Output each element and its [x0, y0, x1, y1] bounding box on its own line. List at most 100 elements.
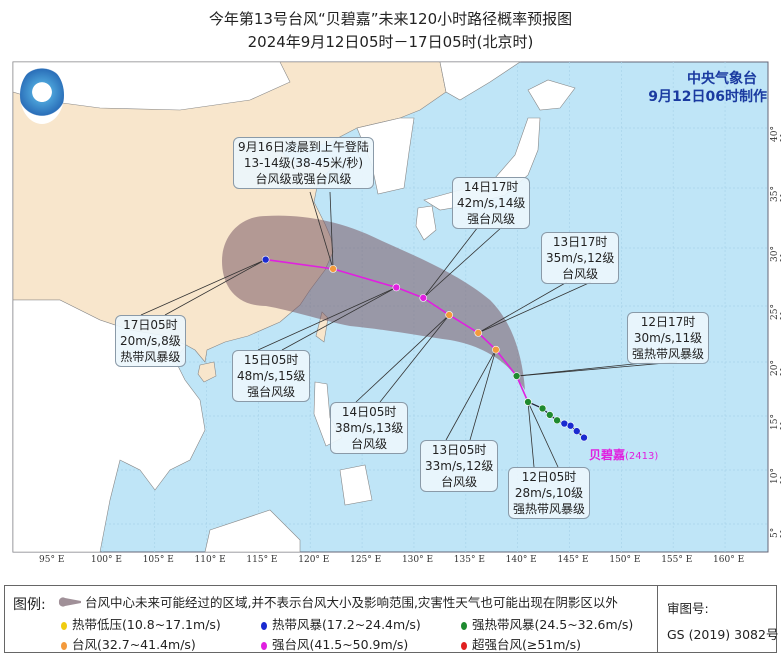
legend-item: 热带风暴(17.2~24.4m/s) [261, 614, 421, 633]
lon-tick-label: 110° E [194, 555, 226, 565]
hainan [197, 361, 217, 383]
leader-line [355, 314, 450, 403]
legend-item: 热带低压(10.8~17.1m/s) [61, 614, 221, 633]
lon-tick-label: 120° E [298, 555, 330, 565]
lon-tick-label: 115° E [246, 555, 278, 565]
forecast-time: 17日05时 [123, 318, 178, 332]
intensity-dot-icon [261, 621, 267, 630]
legend-item-label: 强热带风暴(24.5~32.6m/s) [472, 617, 634, 632]
forecast-point [261, 255, 270, 264]
legend-cone-text: 台风中心未来可能经过的区域,并不表示台风大小及影响范围,灾害性天气也可能出现在阴… [84, 595, 618, 610]
legend-item: 超强台风(≥51m/s) [461, 634, 581, 653]
legend: 图例: 台风中心未来可能经过的区域,并不表示台风大小及影响范围,灾害性天气也可能… [4, 585, 778, 653]
forecast-label: 15日05时 48m/s,15级 强台风级 [232, 350, 311, 402]
forecast-label: 13日17时 35m/s,12级 台风级 [541, 232, 620, 284]
forecast-time: 12日17时 [640, 315, 696, 329]
past-track-point [545, 411, 554, 419]
forecast-label: 14日05时 38m/s,13级 台风级 [330, 402, 409, 454]
typhoon-name-label: 贝碧嘉(2413) [589, 446, 658, 463]
leader-line [329, 191, 334, 269]
landfall-level: 台风级或强台风级 [255, 172, 352, 186]
forecast-level: 热带风暴级 [120, 350, 181, 364]
forecast-label: 12日17时 30m/s,11级 强热带风暴级 [627, 312, 710, 364]
forecast-time: 14日05时 [341, 405, 397, 419]
forecast-point [512, 372, 521, 380]
intensity-dot-icon [61, 621, 67, 630]
forecast-point [492, 345, 500, 354]
past-track-point [553, 416, 561, 425]
forecast-level: 强热带风暴级 [632, 347, 705, 361]
leader-line [478, 281, 592, 334]
lon-tick-label: 140° E [505, 555, 537, 565]
lon-tick-label: 130° E [401, 555, 434, 565]
intensity-dot-icon [261, 641, 267, 650]
lat-tick-label: 25° N [770, 304, 781, 320]
forecast-level: 台风级 [441, 475, 478, 489]
landfall-time: 9月16日凌晨到上午登陆 [238, 140, 369, 154]
forecast-time: 12日05时 [521, 470, 577, 484]
forecast-label: 17日05时 20m/s,8级 热带风暴级 [115, 315, 186, 367]
forecast-point [419, 294, 428, 302]
forecast-point [474, 329, 483, 337]
leader-line [445, 349, 497, 441]
leader-line [309, 191, 334, 269]
issued-time: 9月12日06时制作 [648, 89, 767, 105]
russia-land [439, 61, 521, 101]
past-track-point [560, 419, 569, 428]
japan-hokkaido [527, 79, 576, 111]
forecast-wind: 28m/s,10级 [514, 486, 584, 500]
lat-tick-label: 40° N [770, 126, 781, 142]
forecast-label: 13日05时 33m/s,12级 台风级 [420, 440, 499, 492]
leader-line [527, 401, 535, 468]
probability-cone [222, 215, 525, 390]
legend-divider [657, 586, 658, 652]
forecast-level: 强台风级 [247, 385, 296, 399]
legend-item-label: 强台风(41.5~50.9m/s) [272, 637, 409, 652]
past-track-point [572, 427, 581, 435]
forecast-level: 强台风级 [467, 212, 516, 226]
legend-item: 强热带风暴(24.5~32.6m/s) [461, 614, 633, 633]
japan-kyushu [415, 205, 437, 241]
lat-tick-label: 20° N [770, 360, 781, 376]
forecast-wind: 30m/s,11级 [633, 331, 703, 345]
past-track-point [580, 433, 588, 442]
lon-tick-label: 95° E [39, 555, 65, 565]
forecast-level: 台风级 [562, 267, 599, 281]
map-subtitle: 2024年9月12日05时－17日05时(北京时) [247, 33, 534, 51]
lon-tick-label: 135° E [453, 555, 485, 565]
lat-tick-label: 10° N [770, 468, 781, 484]
mindanao [339, 464, 373, 506]
forecast-wind: 38m/s,13级 [335, 421, 404, 435]
agency-name: 中央气象台 [687, 71, 757, 87]
lon-tick-label: 105° E [142, 555, 174, 565]
forecast-time: 14日17时 [463, 180, 519, 194]
forecast-time: 13日17时 [552, 235, 608, 249]
forecast-wind: 42m/s,14级 [457, 196, 526, 210]
leader-line [422, 226, 479, 299]
legend-item-label: 台风(32.7~41.4m/s) [72, 637, 196, 652]
leader-line [164, 259, 266, 316]
lon-tick-label: 160° E [713, 555, 745, 565]
forecast-point [524, 398, 532, 406]
lat-tick-label: 30° N [770, 246, 781, 262]
forecast-point [392, 283, 401, 292]
lon-tick-label: 100° E [90, 555, 122, 565]
lon-tick-label: 145° E [557, 555, 589, 565]
lat-tick-label: 15° N [770, 414, 781, 430]
typhoon-code: (2413) [625, 451, 659, 462]
leader-line [527, 401, 559, 468]
approval-label: 审图号: [667, 601, 709, 616]
intensity-dot-icon [61, 641, 67, 650]
legend-item: 台风(32.7~41.4m/s) [61, 634, 196, 653]
landfall-wind: 13-14级(38-45米/秒) [243, 156, 364, 170]
leader-line [469, 349, 497, 441]
legend-item: 强台风(41.5~50.9m/s) [261, 634, 408, 653]
intensity-dot-icon [461, 621, 467, 630]
map-title: 今年第13号台风“贝碧嘉”未来120小时路径概率预报图 [208, 10, 573, 28]
intensity-dot-icon [461, 641, 467, 650]
leader-line [257, 287, 397, 351]
forecast-point [329, 265, 337, 273]
leader-line [478, 281, 568, 334]
lat-tick-label: 35° N [770, 186, 781, 202]
